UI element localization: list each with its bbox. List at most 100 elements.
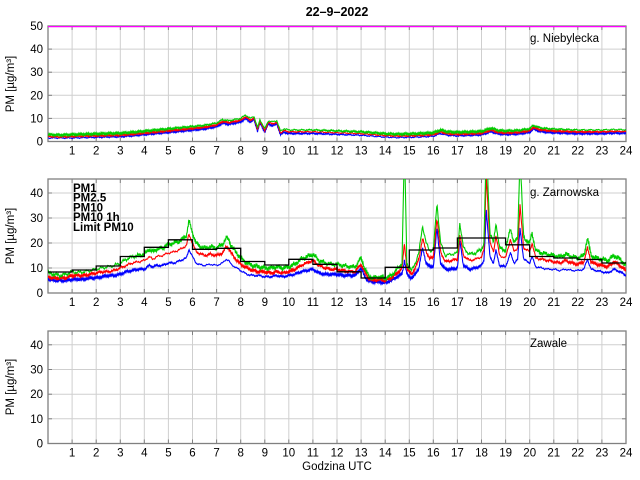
x-tick-label: 18 bbox=[475, 146, 488, 158]
x-tick-label: 24 bbox=[620, 297, 633, 309]
x-tick-label: 18 bbox=[475, 297, 488, 309]
x-tick-label: 9 bbox=[262, 448, 268, 460]
x-tick-label: 15 bbox=[403, 448, 416, 460]
x-tick-label: 14 bbox=[379, 297, 392, 309]
x-tick-label: 17 bbox=[451, 448, 464, 460]
x-tick-label: 3 bbox=[117, 297, 123, 309]
series-pm2-5 bbox=[48, 115, 626, 139]
station-label-zawale: Zawale bbox=[530, 338, 567, 350]
y-tick-label: 30 bbox=[30, 67, 43, 79]
y-tick-label: 10 bbox=[30, 113, 43, 125]
x-tick-label: 13 bbox=[355, 297, 368, 309]
panels-group: 1 2 3 4 5 6 7 8 9 10 11 12 13 14 15 16 17 18 19 20 21 22 23 240… bbox=[30, 21, 633, 460]
x-tick-label: 4 bbox=[141, 146, 148, 158]
x-tick-label: 11 bbox=[307, 146, 319, 158]
y-tick-label: 20 bbox=[30, 90, 43, 102]
x-tick-label: 5 bbox=[165, 146, 171, 158]
station-label-zarnowska: g. Zarnowska bbox=[530, 187, 600, 199]
x-tick-label: 7 bbox=[213, 297, 219, 309]
series-pm1 bbox=[48, 209, 626, 286]
x-tick-label: 24 bbox=[620, 146, 633, 158]
x-tick-label: 5 bbox=[165, 297, 171, 309]
y-tick-label: 10 bbox=[30, 263, 43, 275]
x-tick-label: 3 bbox=[117, 448, 123, 460]
x-tick-label: 20 bbox=[523, 448, 536, 460]
y-axis-label-middle: PM [µg/m³] bbox=[5, 208, 17, 264]
station-label-niebylecka: g. Niebylecka bbox=[530, 33, 600, 45]
x-tick-label: 13 bbox=[355, 146, 368, 158]
x-tick-label: 16 bbox=[427, 448, 440, 460]
x-tick-label: 23 bbox=[596, 448, 609, 460]
legend-item-pm1: PM1 bbox=[73, 183, 97, 195]
x-tick-label: 13 bbox=[355, 448, 368, 460]
x-tick-label: 10 bbox=[282, 448, 295, 460]
figure-title: 22–9–2022 bbox=[306, 5, 369, 19]
panel-2: 1 2 3 4 5 6 7 8 9 10 11 12 13 14 15 16 17 18 19 20 21 22 23 240… bbox=[30, 330, 633, 460]
x-tick-label: 12 bbox=[331, 146, 344, 158]
legend-item-pm2-5: PM2.5 bbox=[73, 193, 107, 205]
x-tick-label: 11 bbox=[307, 448, 319, 460]
x-tick-label: 6 bbox=[189, 146, 195, 158]
x-tick-label: 6 bbox=[189, 297, 195, 309]
x-tick-label: 22 bbox=[571, 146, 584, 158]
series-group bbox=[48, 179, 626, 286]
legend-item-pm10-1h: PM10 1h bbox=[73, 212, 120, 224]
x-tick-label: 24 bbox=[620, 448, 633, 460]
x-tick-label: 1 bbox=[69, 146, 75, 158]
x-tick-label: 14 bbox=[379, 448, 392, 460]
panel-1: 1 2 3 4 5 6 7 8 9 10 11 12 13 14 15 16 17 18 19 20 21 22 23 240… bbox=[30, 178, 633, 309]
x-tick-label: 10 bbox=[282, 297, 295, 309]
x-tick-label: 14 bbox=[379, 146, 392, 158]
x-tick-label: 22 bbox=[571, 448, 584, 460]
series-pm1 bbox=[48, 116, 626, 140]
series-group bbox=[48, 26, 626, 140]
x-tick-label: 17 bbox=[451, 146, 464, 158]
x-tick-label: 12 bbox=[331, 297, 344, 309]
x-tick-label: 21 bbox=[547, 146, 560, 158]
x-tick-label: 10 bbox=[282, 146, 295, 158]
x-tick-label: 7 bbox=[213, 146, 219, 158]
x-axis-label: Godzina UTC bbox=[302, 461, 372, 473]
x-tick-label: 17 bbox=[451, 297, 464, 309]
panel-0: 1 2 3 4 5 6 7 8 9 10 11 12 13 14 15 16 17 18 19 20 21 22 23 240… bbox=[30, 21, 633, 158]
y-tick-label: 0 bbox=[37, 439, 43, 451]
x-tick-label: 9 bbox=[262, 297, 268, 309]
y-tick-label: 20 bbox=[30, 238, 43, 250]
y-tick-label: 50 bbox=[30, 21, 43, 33]
x-tick-label: 16 bbox=[427, 297, 440, 309]
x-tick-label: 21 bbox=[547, 297, 560, 309]
y-tick-label: 0 bbox=[37, 137, 43, 149]
x-tick-label: 3 bbox=[117, 146, 123, 158]
x-tick-label: 6 bbox=[189, 448, 195, 460]
legend-item-limit-pm10: Limit PM10 bbox=[73, 222, 134, 234]
x-tick-label: 19 bbox=[499, 297, 512, 309]
x-tick-label: 1 bbox=[69, 297, 75, 309]
x-tick-label: 7 bbox=[213, 448, 219, 460]
y-tick-label: 20 bbox=[30, 389, 43, 401]
x-tick-label: 5 bbox=[165, 448, 171, 460]
y-axis-label-bottom: PM [µg/m³] bbox=[5, 359, 17, 415]
x-tick-label: 11 bbox=[307, 297, 319, 309]
x-tick-label: 8 bbox=[237, 297, 243, 309]
y-tick-label: 10 bbox=[30, 414, 43, 426]
x-tick-label: 12 bbox=[331, 448, 344, 460]
x-tick-label: 8 bbox=[237, 448, 243, 460]
x-tick-label: 20 bbox=[523, 297, 536, 309]
y-tick-label: 40 bbox=[30, 188, 43, 200]
y-tick-label: 30 bbox=[30, 213, 43, 225]
x-tick-label: 19 bbox=[499, 448, 512, 460]
y-tick-label: 0 bbox=[37, 288, 43, 300]
x-tick-label: 15 bbox=[403, 146, 416, 158]
x-tick-label: 23 bbox=[596, 297, 609, 309]
x-tick-label: 8 bbox=[237, 146, 243, 158]
x-tick-label: 15 bbox=[403, 297, 416, 309]
y-axis-label-top: PM [µg/m³] bbox=[5, 56, 17, 112]
x-tick-label: 2 bbox=[93, 297, 99, 309]
series-pm10-1h bbox=[48, 237, 626, 279]
x-tick-label: 2 bbox=[93, 448, 99, 460]
y-tick-label: 30 bbox=[30, 365, 43, 377]
x-tick-label: 23 bbox=[596, 146, 609, 158]
legend: PM1 PM2.5 PM10 PM10 1h Limit PM10 bbox=[73, 183, 134, 234]
